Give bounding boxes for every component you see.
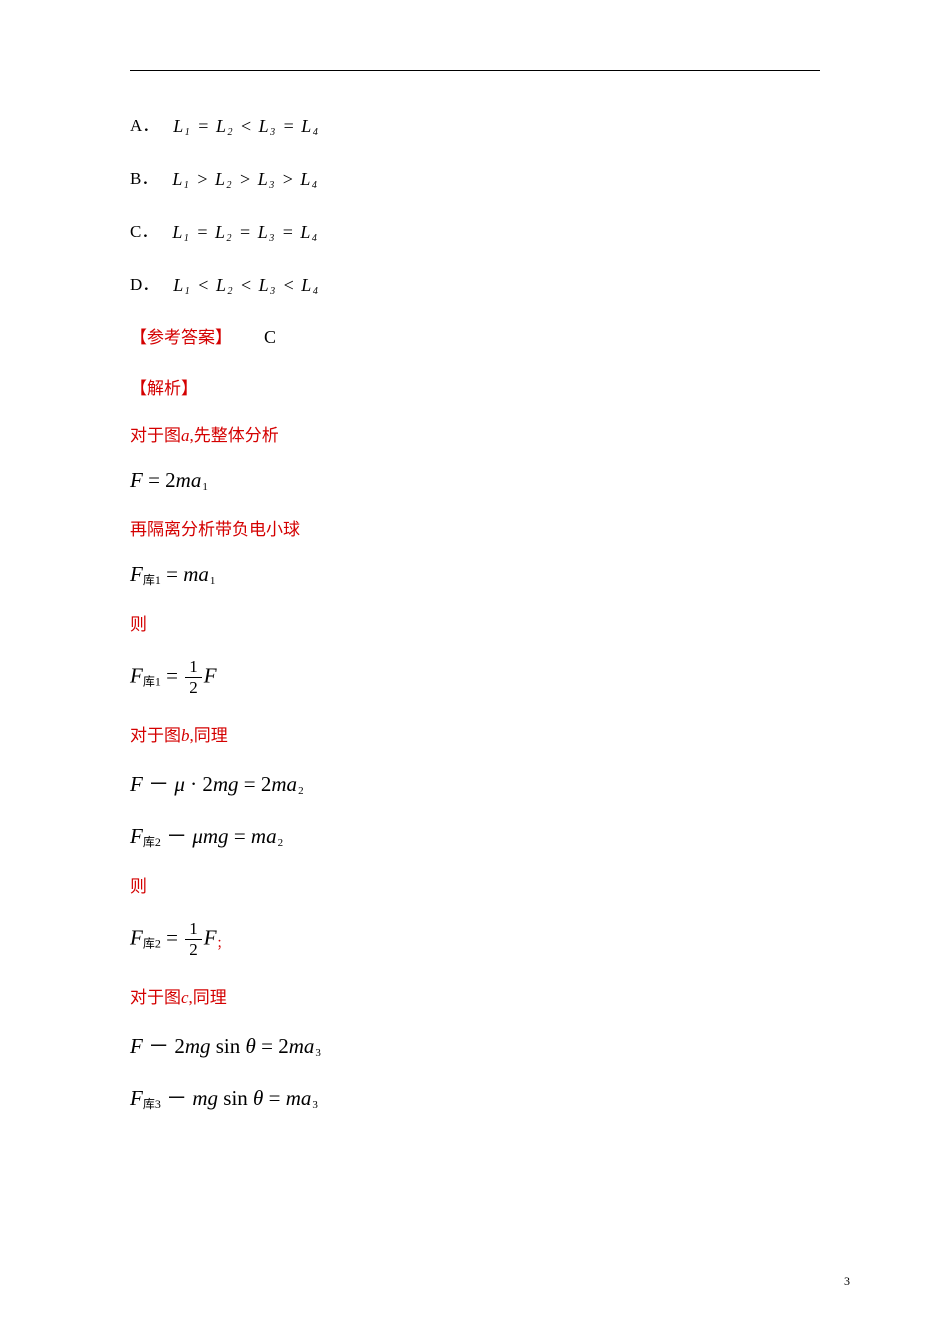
step-1: 对于图a,先整体分析 (130, 421, 820, 446)
option-d: D． L1 < L2 < L3 < L4 (130, 270, 820, 297)
step-4: 对于图c,同理 (130, 983, 820, 1008)
eq-4: F － μ · 2mg = 2ma2 (130, 768, 820, 798)
option-c-label: C． (130, 217, 158, 244)
option-a-label: A． (130, 111, 159, 138)
answer-label: 【参考答案】 (130, 328, 232, 347)
then-2: 则 (130, 872, 820, 897)
step-2: 再隔离分析带负电小球 (130, 515, 820, 540)
step-3: 对于图b,同理 (130, 721, 820, 746)
option-a: A． L1 = L2 < L3 = L4 (130, 111, 820, 138)
eq-3: F库1 = 12F (130, 657, 820, 699)
answer-row: 【参考答案】 C (130, 323, 820, 348)
option-c: C． L1 = L2 = L3 = L4 (130, 217, 820, 244)
option-b-expr: L1 > L2 > L3 > L4 (172, 169, 318, 191)
then-1: 则 (130, 610, 820, 635)
option-d-expr: L1 < L2 < L3 < L4 (173, 275, 319, 297)
eq-6: F库2 = 12F； (130, 919, 820, 961)
option-c-expr: L1 = L2 = L3 = L4 (172, 222, 318, 244)
option-b: B． L1 > L2 > L3 > L4 (130, 164, 820, 191)
eq-7: F － 2mg sin θ = 2ma3 (130, 1030, 820, 1060)
eq-8: F库3 － mg sin θ = ma3 (130, 1082, 820, 1112)
top-rule (130, 70, 820, 71)
page: A． L1 = L2 < L3 = L4 B． L1 > L2 > L3 > L… (0, 0, 950, 1344)
eq-2: F库1 = ma1 (130, 562, 820, 588)
option-a-expr: L1 = L2 < L3 = L4 (173, 116, 319, 138)
explain-label: 【解析】 (130, 374, 820, 399)
eq-1: F = 2ma1 (130, 468, 820, 493)
page-number: 3 (844, 1274, 850, 1289)
option-d-label: D． (130, 270, 159, 297)
answer-value: C (264, 327, 276, 347)
option-b-label: B． (130, 164, 158, 191)
eq-5: F库2 － μmg = ma2 (130, 820, 820, 850)
